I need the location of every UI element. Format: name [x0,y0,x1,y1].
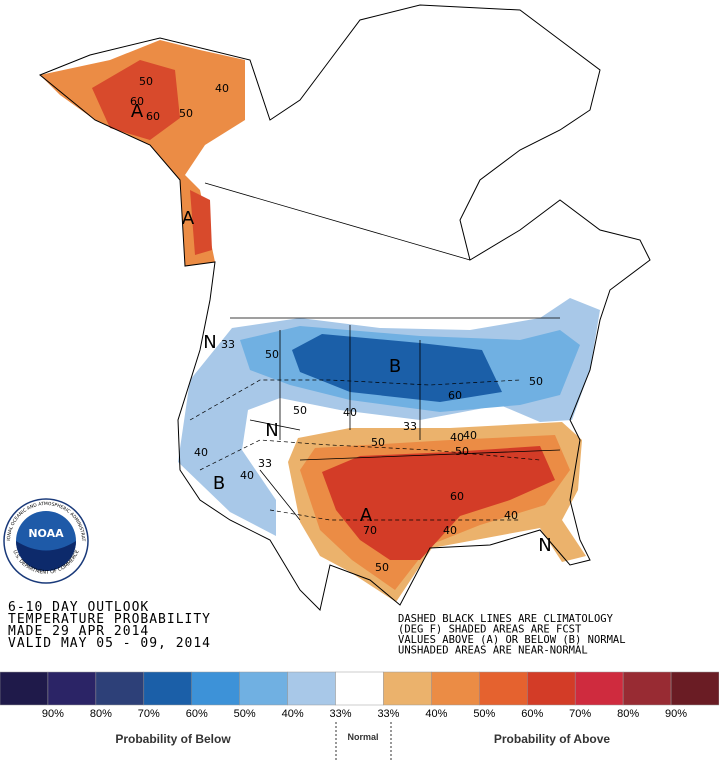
notes: DASHED BLACK LINES ARE CLIMATOLOGY(DEG F… [398,613,626,657]
legend-swatch [431,671,480,706]
legend-swatch [335,671,384,706]
map-label: 50 [179,107,193,120]
note-line: (DEG F) SHADED AREAS ARE FCST [398,624,582,636]
header-line: 6-10 DAY OUTLOOK [8,600,149,615]
legend-swatch [143,671,192,706]
legend-swatch [527,671,576,706]
legend-swatch [0,671,49,706]
legend-swatch [670,671,719,706]
logo-name: NOAA [28,527,64,540]
map [39,4,651,611]
map-label: 40 [504,509,518,522]
legend-label: 70% [138,708,160,720]
legend-label: 40% [282,708,304,720]
map-label: 70 [363,524,377,537]
legend-swatch [622,671,672,706]
border [204,182,561,521]
legend-label: 60% [521,708,543,720]
map-label: 50 [139,75,153,88]
map-label: 50 [293,404,307,417]
legend-swatch [574,671,624,706]
legend-swatch [47,671,97,706]
legend-label: 50% [234,708,256,720]
map-label: 40 [443,524,457,537]
map-label: 60 [448,389,462,402]
legend-normal-title: Normal [347,732,378,742]
legend-label: 40% [425,708,447,720]
map-label: A [182,208,195,229]
map-label: 40 [343,406,357,419]
map-label: 60 [450,490,464,503]
map-label: B [389,356,401,377]
legend-label: 33% [377,708,399,720]
map-label: 50 [371,436,385,449]
legend-swatch [191,671,240,706]
legend-swatch [383,671,432,706]
legend-swatch [287,671,336,706]
map-label: 40 [450,431,464,444]
legend-swatch [95,671,145,706]
legend-label: 70% [569,708,591,720]
legend-label: 80% [617,708,639,720]
note-line: UNSHADED AREAS ARE NEAR-NORMAL [398,645,588,657]
map-label: N [265,420,278,441]
map-label: N [203,332,216,353]
map-label: 33 [221,338,235,351]
logo-wave [16,541,76,571]
header-line: TEMPERATURE PROBABILITY [8,612,211,627]
legend-label: 90% [665,708,687,720]
above-60-south [322,446,555,560]
map-label: 60 [146,110,160,123]
map-label: 50 [265,348,279,361]
map-label: 33 [403,420,417,433]
legend: 90% 80% 70% 60% 50% 40% 33% 33% 40% 50% 60% 70% 80% 9… [0,671,719,720]
map-label: 50 [529,375,543,388]
map-label: 40 [194,446,208,459]
coastline [39,4,651,611]
below-60 [292,334,502,402]
climatology [189,379,541,521]
legend-swatch [479,671,528,706]
map-label: A [131,101,144,122]
above-60 [92,60,212,255]
map-label: A [360,505,373,526]
map-label: N [538,535,551,556]
legend-label: 80% [90,708,112,720]
map-label: 50 [375,561,389,574]
header-line: VALID MAY 05 - 09, 2014 [8,636,211,651]
note-line: DASHED BLACK LINES ARE CLIMATOLOGY [398,613,614,625]
map-label: 40 [215,82,229,95]
map-label: 60 [130,95,144,108]
legend-label: 33% [330,708,352,720]
legend-label: 90% [42,708,64,720]
map-label: 33 [258,457,272,470]
note-line: VALUES ABOVE (A) OR BELOW (B) NORMAL [398,634,626,646]
header-line: MADE 29 APR 2014 [8,624,149,639]
map-label: 50 [455,445,469,458]
legend-swatch [239,671,288,706]
map-label: B [213,473,225,494]
map-label: 40 [463,429,477,442]
map-label: 40 [240,469,254,482]
legend-below-title: Probability of Below [115,732,231,746]
legend-label: 50% [473,708,495,720]
legend-label: 60% [186,708,208,720]
legend-above-title: Probability of Above [494,732,611,746]
